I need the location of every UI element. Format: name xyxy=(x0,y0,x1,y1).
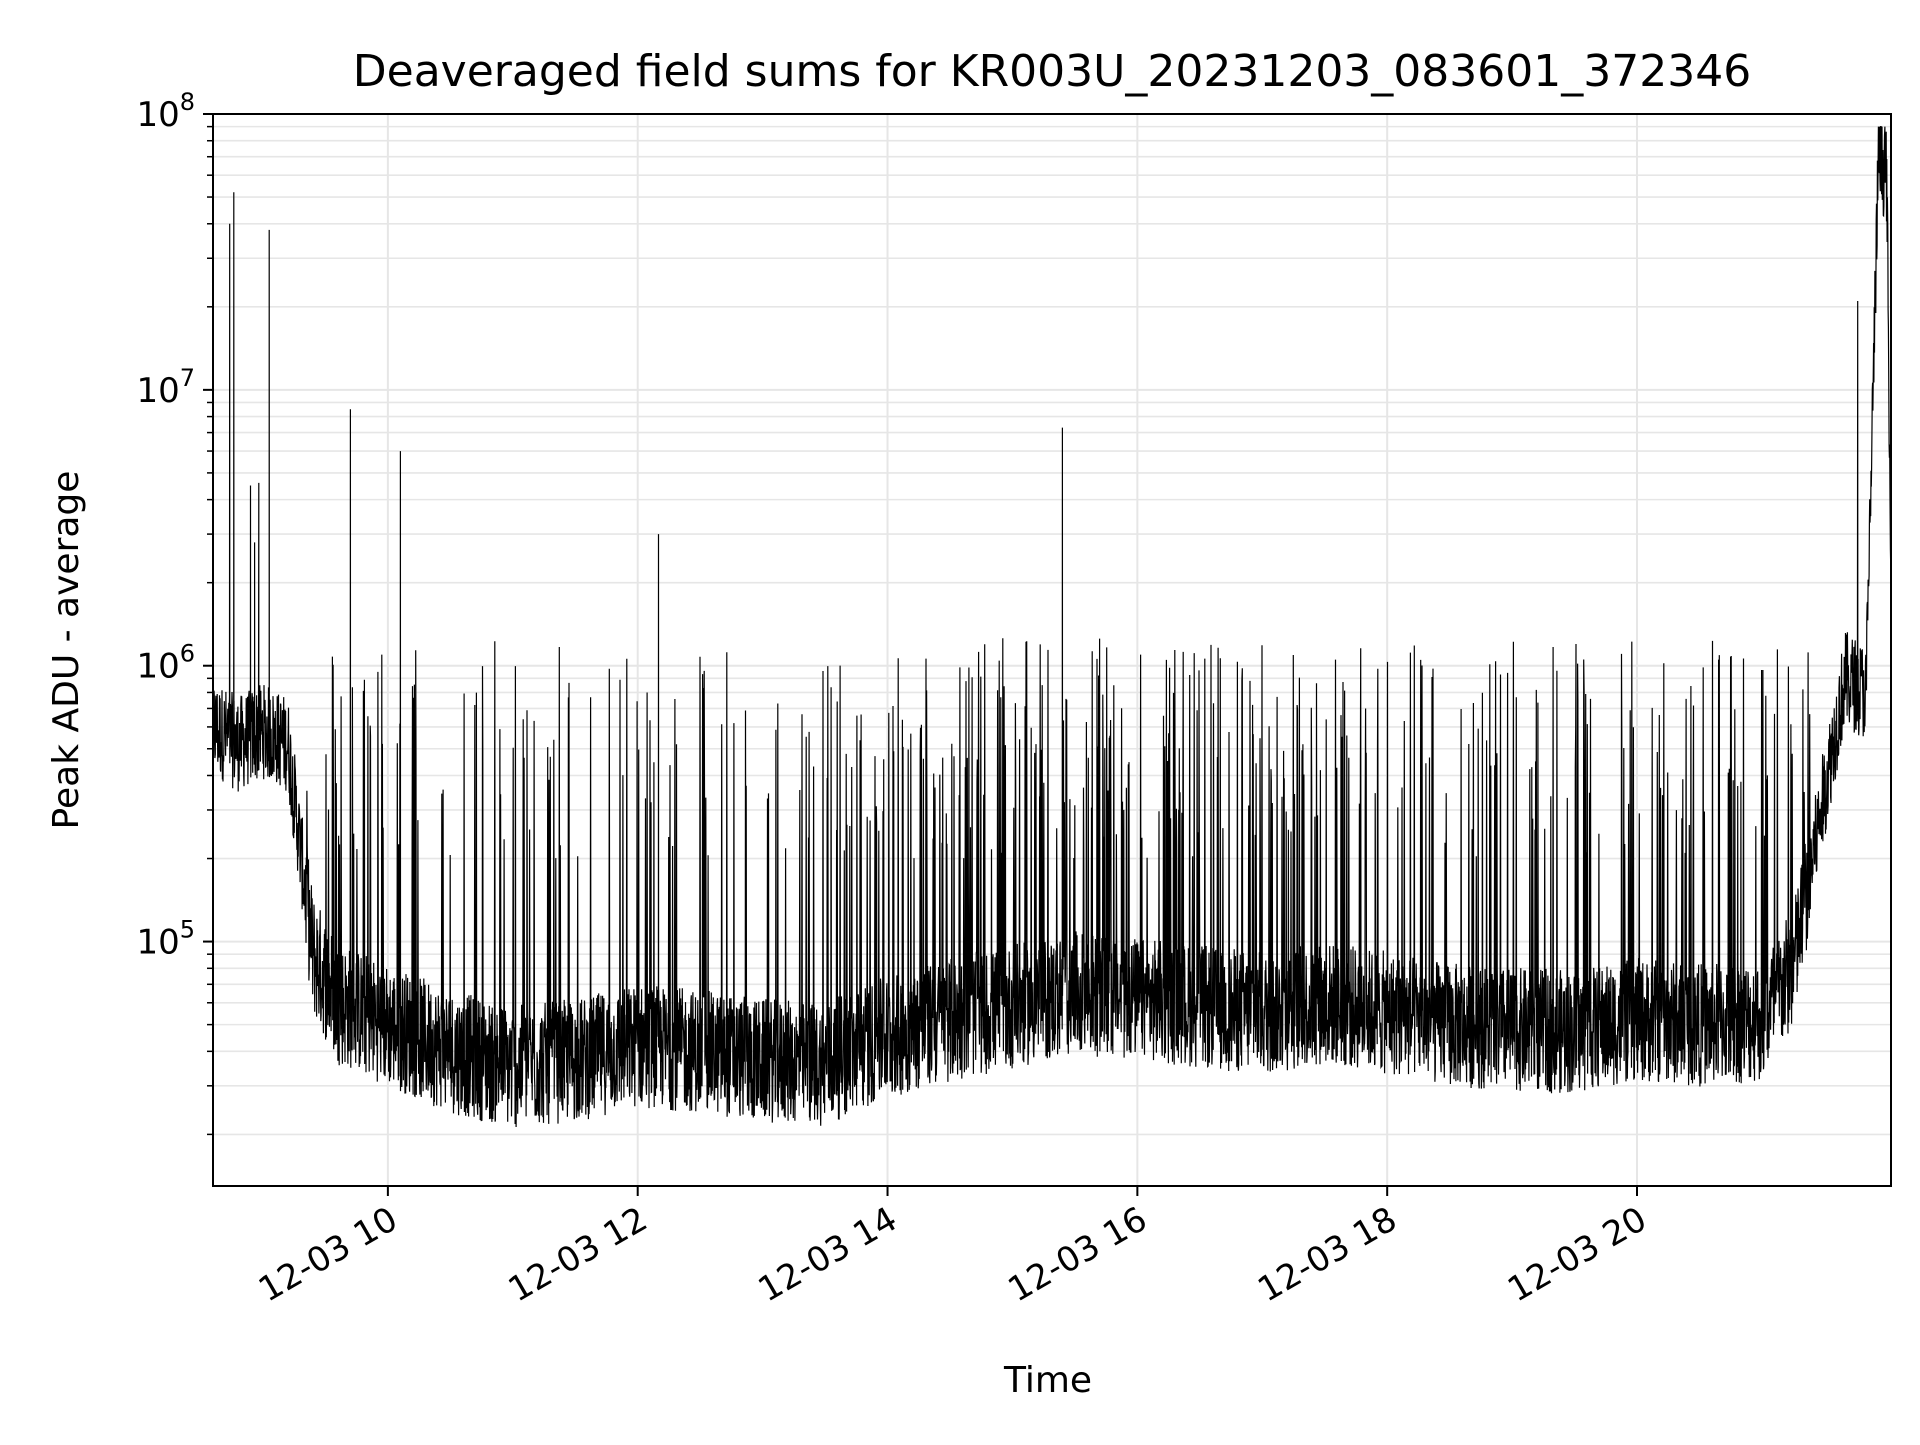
plot-frame xyxy=(212,113,1892,1187)
y-tick-label: 105 xyxy=(136,916,195,963)
x-axis-label: Time xyxy=(1003,1360,1092,1401)
data-series xyxy=(212,126,1892,1128)
y-tick-label: 106 xyxy=(136,640,195,687)
y-tick-label: 107 xyxy=(136,364,195,411)
series-line xyxy=(212,126,1892,1128)
y-tick-label: 108 xyxy=(136,88,195,135)
y-axis-label: Peak ADU - average xyxy=(46,471,87,830)
chart-title: Deaveraged field sums for KR003U_2023120… xyxy=(353,46,1751,97)
